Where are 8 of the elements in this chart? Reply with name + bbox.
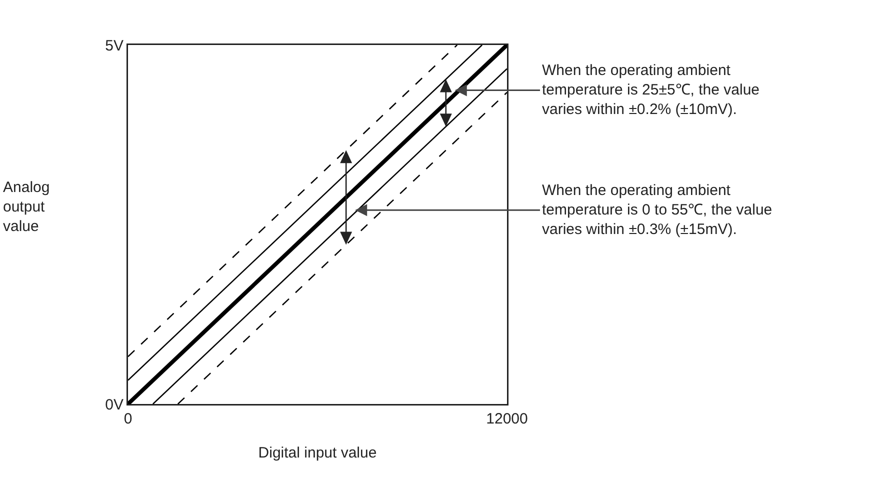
y-tick-label: 5V: [105, 37, 124, 54]
annotation: When the operating ambient temperature is 25±5℃, the value varies within ±0.2% (±10mV).: [542, 62, 760, 118]
y-tick-label: 0V: [105, 396, 124, 414]
y-axis-title: Analog output value: [3, 179, 50, 235]
x-axis-title: Digital input value: [258, 444, 377, 462]
annotation: When the operating ambient temperature is 0 to 55℃, the value varies within ±0.3% (±15mV).: [542, 182, 772, 238]
x-tick-label: 0: [124, 410, 132, 428]
x-tick-label: 12000: [486, 410, 528, 428]
